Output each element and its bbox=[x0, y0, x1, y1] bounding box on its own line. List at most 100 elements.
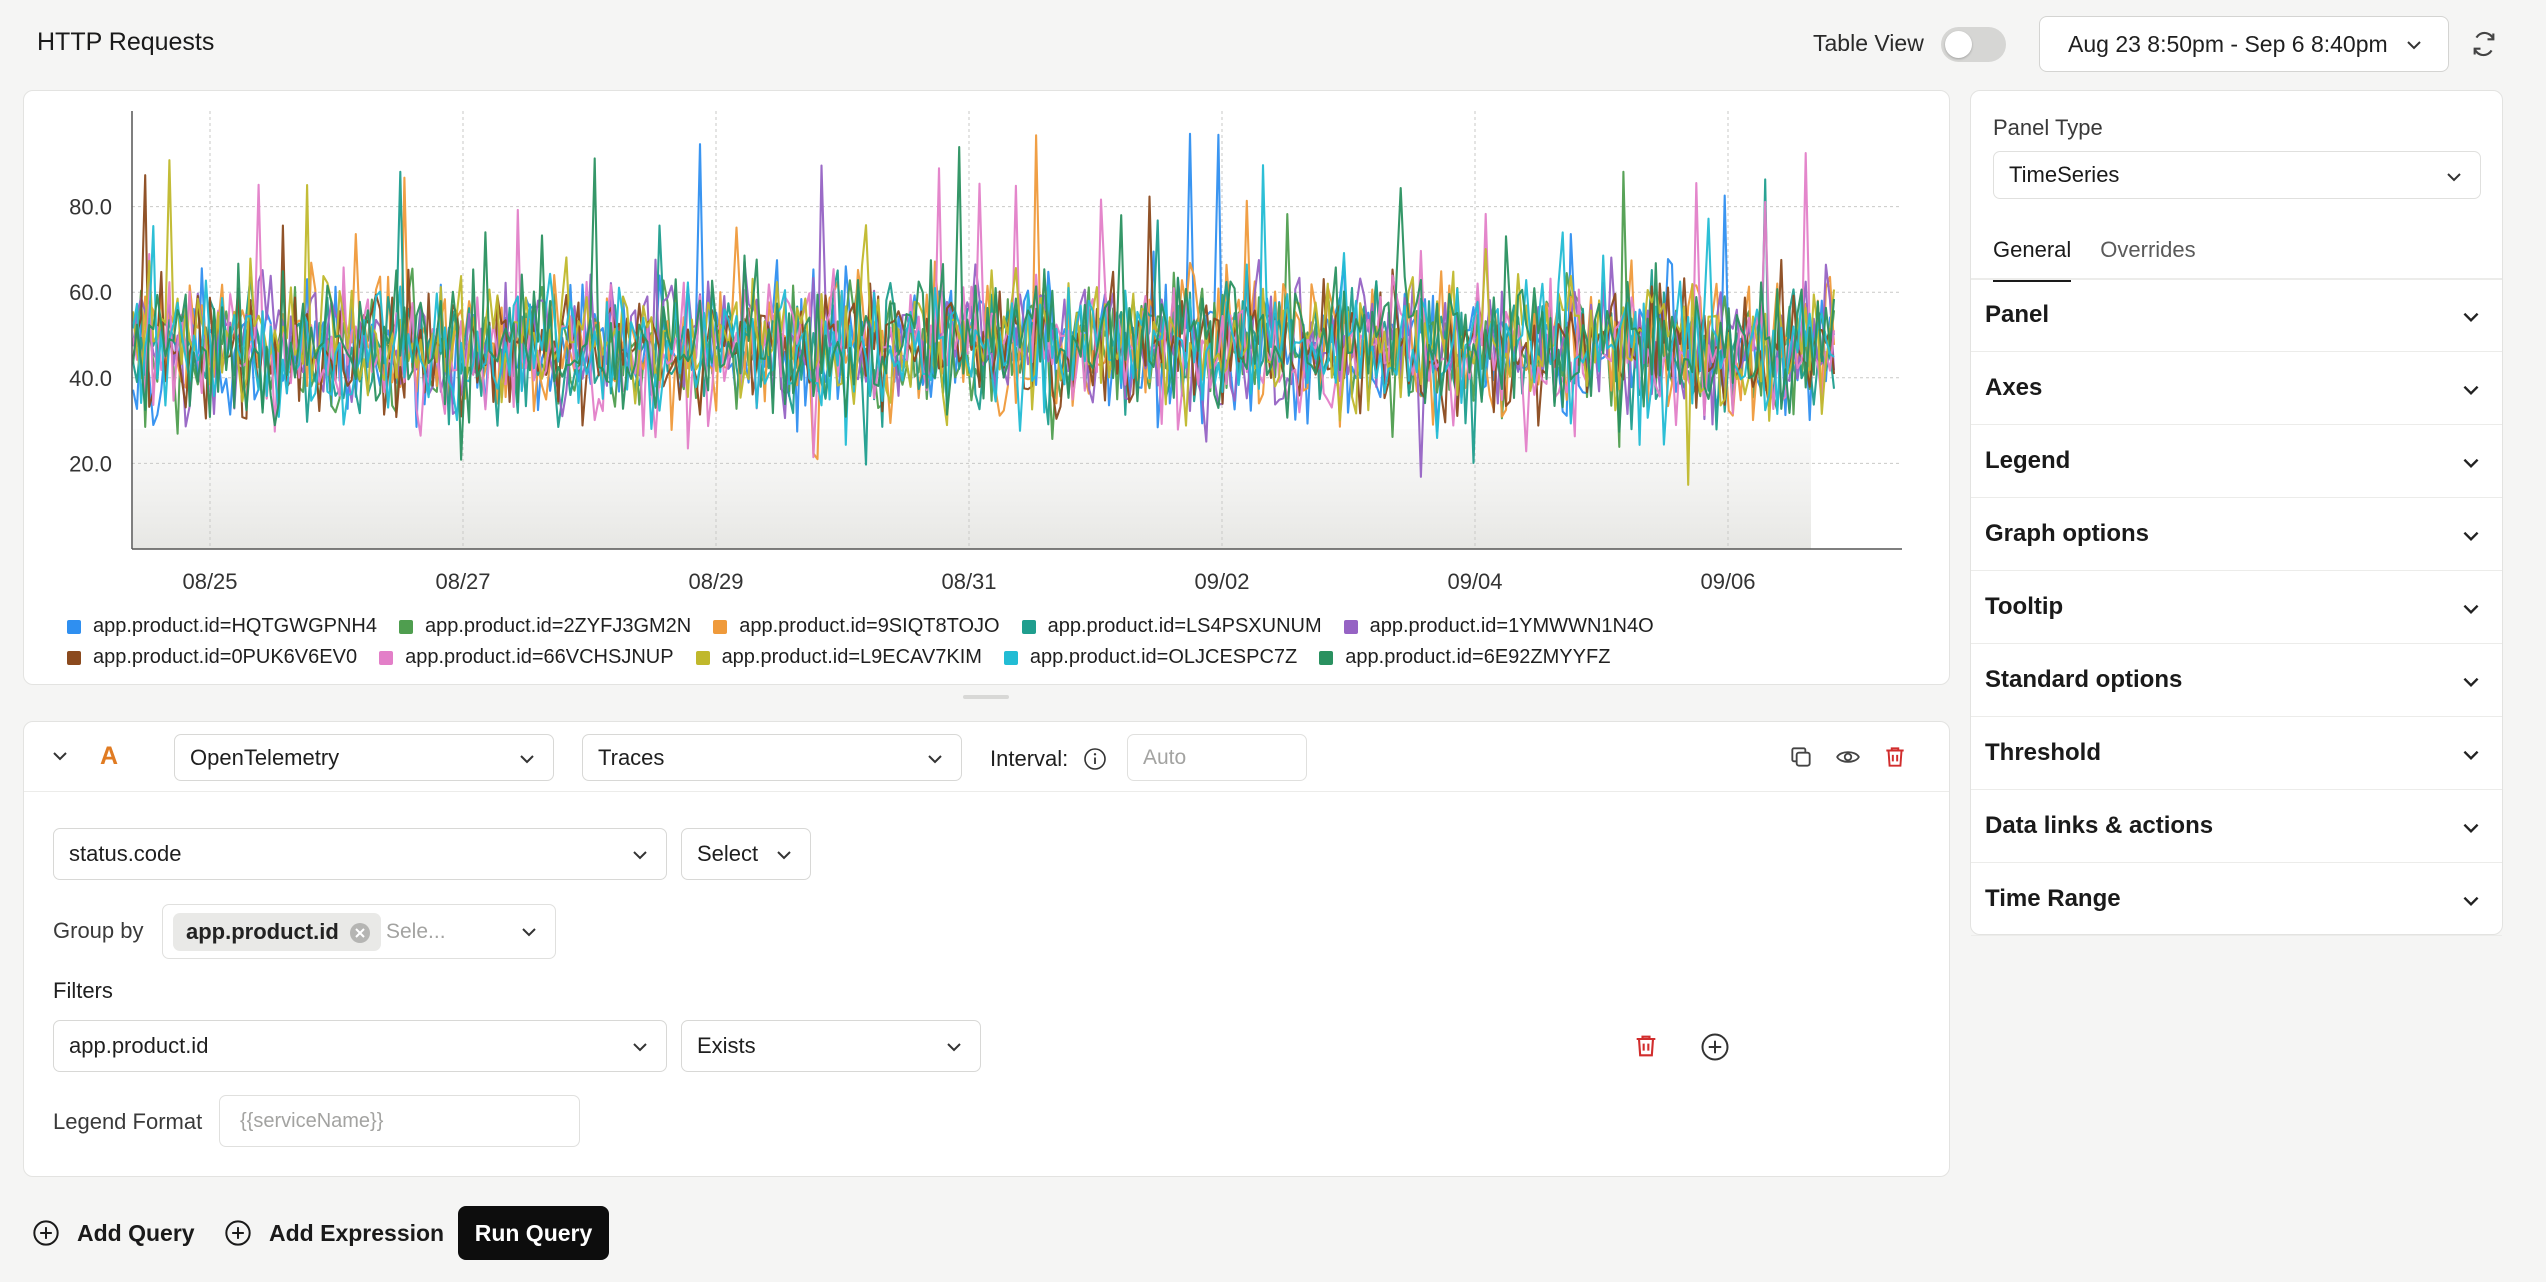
legend-row: app.product.id=HQTGWGPNH4 app.product.id=… bbox=[67, 611, 1676, 642]
y-tick-label: 60.0 bbox=[69, 280, 112, 305]
tab-overrides[interactable]: Overrides bbox=[2100, 237, 2196, 262]
accordion-axes[interactable]: Axes bbox=[1971, 352, 2502, 425]
accordion-tooltip[interactable]: Tooltip bbox=[1971, 571, 2502, 644]
query-editor: A OpenTelemetry Traces Interval: Auto st… bbox=[23, 721, 1950, 1177]
interval-input[interactable]: Auto bbox=[1127, 734, 1307, 781]
legend-item[interactable]: app.product.id=1YMWWN1N4O bbox=[1343, 615, 1654, 638]
filter-field-value: app.product.id bbox=[69, 1033, 209, 1058]
info-icon[interactable] bbox=[1083, 747, 1107, 771]
panel-type-select[interactable]: TimeSeries bbox=[1993, 151, 2481, 199]
legend-label: app.product.id=HQTGWGPNH4 bbox=[93, 615, 377, 637]
filter-field-select[interactable]: app.product.id bbox=[53, 1020, 667, 1072]
x-tick-label: 09/04 bbox=[1447, 569, 1502, 594]
accordion-time-range[interactable]: Time Range bbox=[1971, 863, 2502, 936]
chevron-down-icon bbox=[2463, 604, 2479, 615]
chevron-down-icon bbox=[2447, 173, 2461, 182]
chevron-down-icon bbox=[2463, 823, 2479, 834]
legend-format-input[interactable]: {{serviceName}} bbox=[219, 1095, 580, 1147]
panel-settings: Panel Type TimeSeries General Overrides … bbox=[1970, 90, 2503, 936]
legend-label: app.product.id=1YMWWN1N4O bbox=[1369, 615, 1654, 637]
accordion-label: Time Range bbox=[1985, 885, 2121, 912]
chevron-down-icon bbox=[2463, 385, 2479, 396]
signal-value: Traces bbox=[598, 744, 665, 770]
chevron-down-icon bbox=[777, 851, 791, 860]
add-expression-label: Add Expression bbox=[269, 1219, 445, 1246]
legend-swatch bbox=[713, 619, 728, 634]
add-expression-button[interactable]: Add Expression bbox=[224, 1207, 444, 1259]
group-by-select[interactable]: app.product.id Sele... bbox=[162, 904, 556, 959]
accordion-label: Graph options bbox=[1985, 520, 2149, 547]
copy-icon[interactable] bbox=[1788, 744, 1814, 770]
x-tick-label: 08/25 bbox=[182, 569, 237, 594]
legend-item[interactable]: app.product.id=OLJCESPC7Z bbox=[1003, 646, 1298, 669]
legend-item[interactable]: app.product.id=6E92ZMYYFZ bbox=[1319, 646, 1610, 669]
query-letter: A bbox=[100, 742, 119, 770]
chart-legend: app.product.id=HQTGWGPNH4 app.product.id=… bbox=[67, 611, 1676, 673]
refresh-icon[interactable] bbox=[2470, 30, 2498, 58]
accordion-graph-options[interactable]: Graph options bbox=[1971, 498, 2502, 571]
table-view-toggle[interactable] bbox=[1941, 27, 2006, 62]
x-tick-label: 08/29 bbox=[688, 569, 743, 594]
remove-chip-icon[interactable] bbox=[349, 922, 371, 944]
legend-label: app.product.id=LS4PSXUNUM bbox=[1047, 615, 1322, 637]
chip-label: app.product.id bbox=[186, 919, 339, 944]
legend-swatch bbox=[1343, 619, 1358, 634]
legend-item[interactable]: app.product.id=LS4PSXUNUM bbox=[1021, 615, 1322, 638]
date-range-text: Aug 23 8:50pm - Sep 6 8:40pm bbox=[2068, 30, 2388, 57]
x-tick-label: 09/02 bbox=[1194, 569, 1249, 594]
accordion-label: Data links & actions bbox=[1985, 812, 2214, 839]
run-query-button[interactable]: Run Query bbox=[458, 1206, 609, 1260]
accordion-label: Standard options bbox=[1985, 666, 2183, 693]
accordion-legend[interactable]: Legend bbox=[1971, 425, 2502, 498]
group-by-placeholder: Sele... bbox=[386, 920, 446, 943]
legend-format-label: Legend Format bbox=[53, 1109, 203, 1134]
legend-label: app.product.id=L9ECAV7KIM bbox=[721, 646, 982, 668]
filter-operator-select[interactable]: Exists bbox=[681, 1020, 981, 1072]
resize-handle[interactable] bbox=[963, 695, 1009, 699]
trash-icon[interactable] bbox=[1882, 744, 1908, 770]
legend-item[interactable]: app.product.id=L9ECAV7KIM bbox=[695, 646, 982, 669]
filters-label: Filters bbox=[53, 978, 113, 1003]
date-range-picker[interactable]: Aug 23 8:50pm - Sep 6 8:40pm bbox=[2039, 16, 2449, 72]
aggregation-select[interactable]: Select bbox=[681, 828, 811, 880]
chevron-down-icon bbox=[2463, 750, 2479, 761]
add-filter-icon[interactable] bbox=[1700, 1032, 1730, 1062]
chevron-down-icon bbox=[633, 1043, 647, 1052]
tab-general[interactable]: General bbox=[1993, 237, 2072, 282]
series-line-10 bbox=[131, 145, 1836, 461]
chevron-down-icon bbox=[633, 851, 647, 860]
signal-select[interactable]: Traces bbox=[582, 734, 962, 781]
accordion-standard-options[interactable]: Standard options bbox=[1971, 644, 2502, 717]
legend-label: app.product.id=OLJCESPC7Z bbox=[1029, 646, 1298, 668]
x-tick-label: 08/31 bbox=[941, 569, 996, 594]
datasource-select[interactable]: OpenTelemetry bbox=[174, 734, 554, 781]
datasource-value: OpenTelemetry bbox=[190, 744, 340, 770]
x-tick-label: 08/27 bbox=[435, 569, 490, 594]
metric-field-select[interactable]: status.code bbox=[53, 828, 667, 880]
chevron-down-icon bbox=[2463, 896, 2479, 907]
chevron-down-icon bbox=[2407, 41, 2421, 50]
eye-icon[interactable] bbox=[1835, 744, 1861, 770]
legend-item[interactable]: app.product.id=HQTGWGPNH4 bbox=[67, 615, 377, 638]
baseline-band bbox=[133, 429, 1811, 549]
accordion-threshold[interactable]: Threshold bbox=[1971, 717, 2502, 790]
legend-item[interactable]: app.product.id=2ZYFJ3GM2N bbox=[399, 615, 691, 638]
delete-filter-icon[interactable] bbox=[1632, 1032, 1660, 1060]
query-header: A OpenTelemetry Traces Interval: Auto bbox=[24, 722, 1949, 792]
legend-item[interactable]: app.product.id=0PUK6V6EV0 bbox=[67, 646, 357, 669]
accordion-panel[interactable]: Panel bbox=[1971, 279, 2502, 352]
chevron-down-icon bbox=[2463, 531, 2479, 542]
chevron-down-icon bbox=[2463, 312, 2479, 323]
legend-label: app.product.id=0PUK6V6EV0 bbox=[93, 646, 358, 668]
chevron-down-icon bbox=[2463, 458, 2479, 469]
legend-swatch bbox=[67, 619, 81, 634]
legend-label: app.product.id=66VCHSJNUP bbox=[405, 646, 674, 668]
panel-type-label: Panel Type bbox=[1993, 115, 2103, 140]
legend-item[interactable]: app.product.id=66VCHSJNUP bbox=[379, 646, 674, 669]
chevron-down-icon[interactable] bbox=[50, 746, 70, 766]
legend-item[interactable]: app.product.id=9SIQT8TOJO bbox=[713, 615, 1000, 638]
toggle-knob bbox=[1945, 31, 1972, 58]
add-query-button[interactable]: Add Query bbox=[32, 1207, 195, 1259]
accordion-data-links-actions[interactable]: Data links & actions bbox=[1971, 790, 2502, 863]
y-tick-label: 80.0 bbox=[69, 195, 112, 220]
